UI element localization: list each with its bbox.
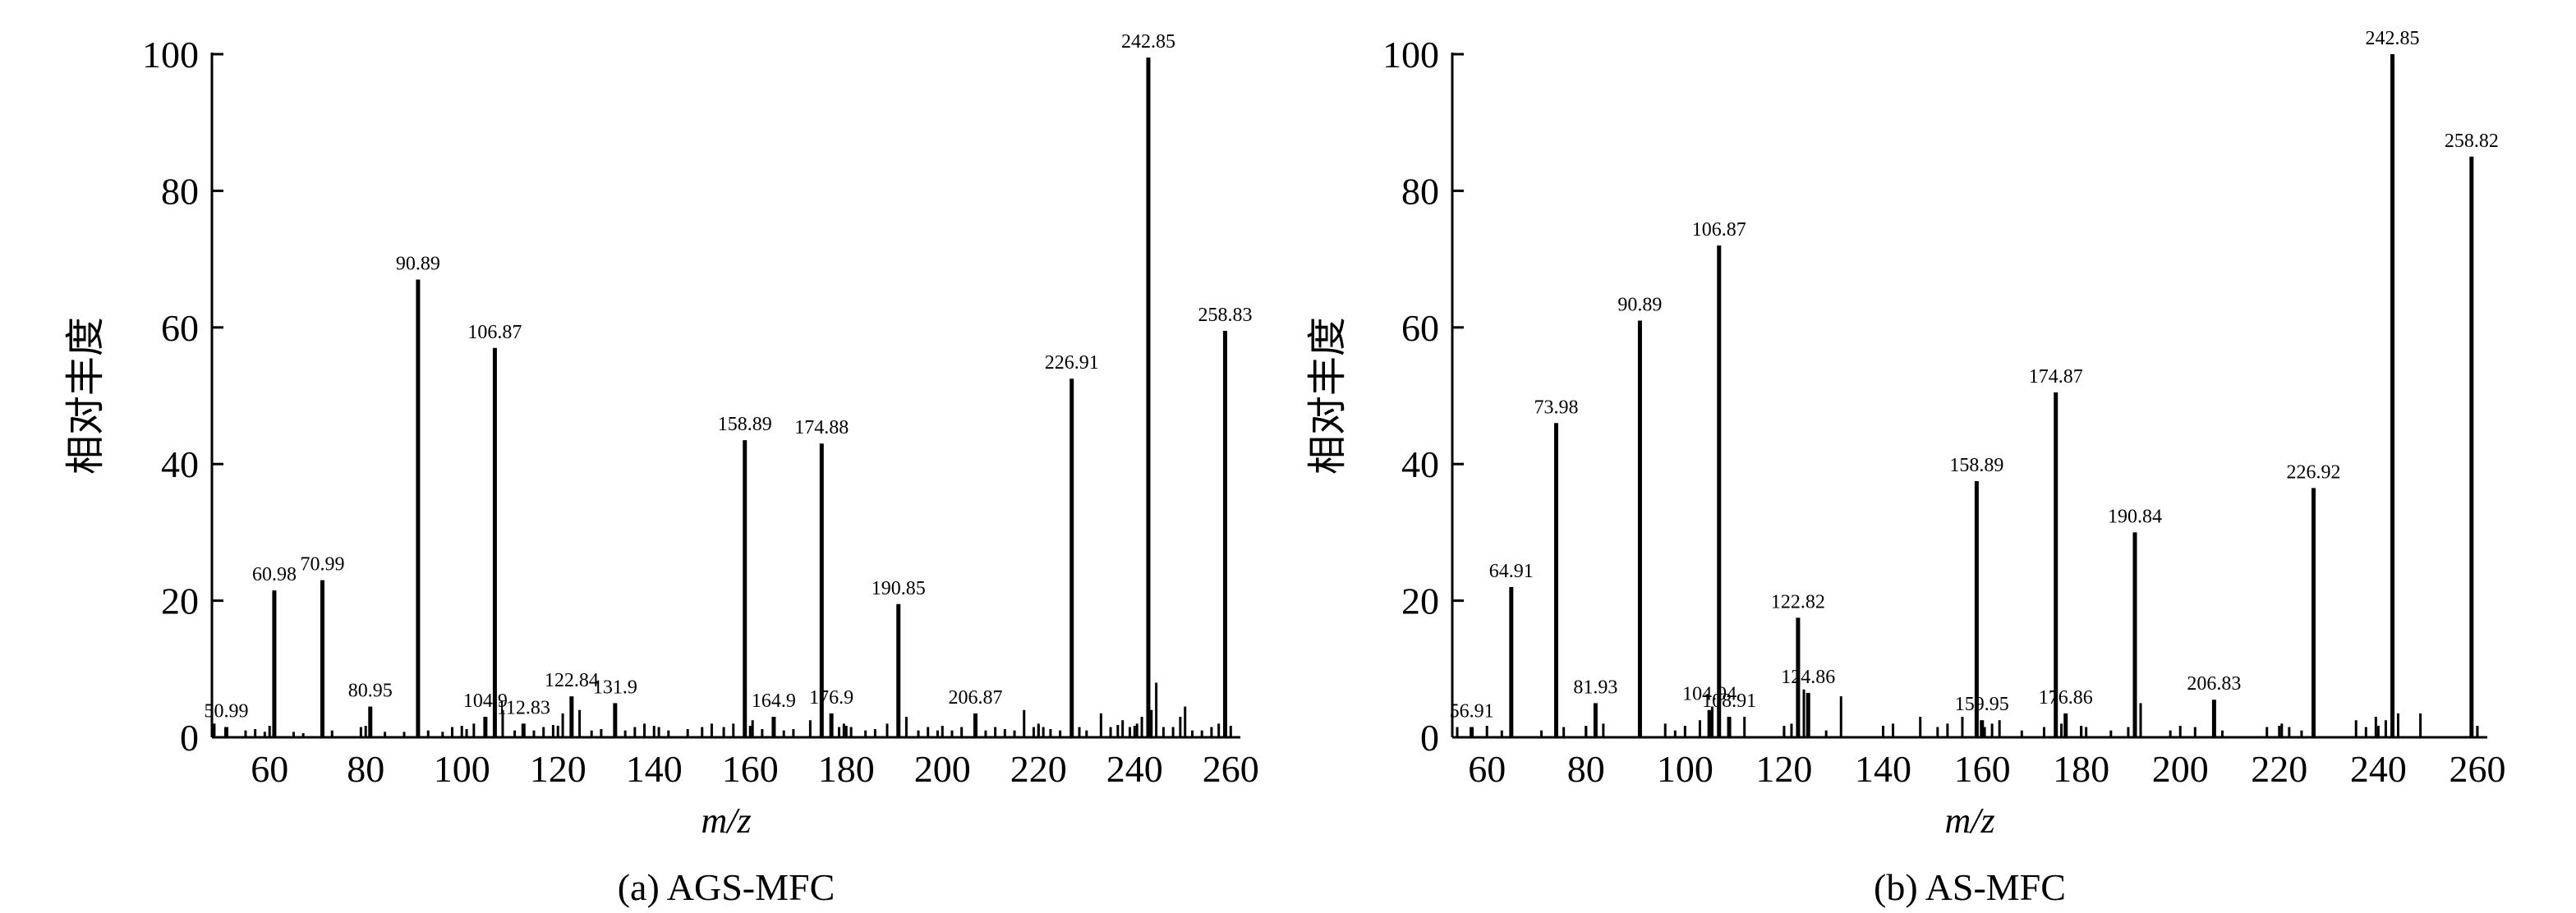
peak-label: 50.99 (204, 701, 248, 723)
peak-label: 60.98 (252, 564, 297, 585)
peak-label: 174.88 (794, 417, 849, 438)
peak-label: 176.86 (2039, 687, 2093, 709)
x-tick-label: 260 (2449, 748, 2505, 790)
x-tick-label: 80 (1567, 748, 1605, 790)
x-tick-label: 120 (530, 748, 586, 790)
x-tick-label: 220 (1010, 748, 1067, 790)
x-tick-label: 200 (2152, 748, 2209, 790)
x-tick-label: 60 (251, 748, 288, 790)
y-tick-label: 60 (1401, 307, 1439, 349)
panel-caption: (a) AGS-MFC (618, 866, 835, 908)
x-axis-label: m/z (701, 801, 751, 841)
peak-label: 104.94 (1682, 684, 1736, 705)
peak-label: 174.87 (2029, 366, 2083, 388)
peak-label: 106.87 (1692, 219, 1746, 241)
y-tick-label: 40 (161, 443, 199, 485)
x-tick-label: 240 (1106, 748, 1163, 790)
peak-label: 70.99 (301, 554, 345, 576)
peak-label: 104.9 (463, 690, 508, 712)
peak-label: 158.89 (718, 414, 772, 435)
peak-label: 81.93 (1573, 677, 1617, 698)
peak-label: 190.85 (872, 578, 926, 599)
x-tick-label: 200 (914, 748, 971, 790)
y-tick-label: 80 (161, 170, 199, 212)
x-tick-label: 260 (1203, 748, 1259, 790)
peak-label: 206.83 (2187, 673, 2241, 695)
y-tick-label: 100 (1382, 34, 1439, 76)
y-tick-label: 20 (161, 580, 199, 622)
peak-label: 56.91 (1450, 701, 1494, 723)
peak-label: 226.92 (2287, 461, 2341, 483)
x-tick-label: 140 (1855, 748, 1911, 790)
x-tick-label: 60 (1468, 748, 1506, 790)
peak-label: 124.86 (1781, 667, 1835, 688)
chart-panel-b: 0 20 40 60 80 100 60 80 100 120 140 160 180 200 220 240… (1306, 28, 2505, 908)
y-tick-label: 40 (1401, 443, 1439, 485)
peak-label: 90.89 (396, 254, 440, 275)
x-tick-label: 80 (347, 748, 384, 790)
y-tick-label: 0 (180, 717, 199, 759)
peak-label: 106.87 (467, 322, 522, 343)
peak-label: 258.83 (1198, 305, 1252, 326)
x-axis-label: m/z (1944, 801, 1994, 841)
x-tick-label: 180 (818, 748, 875, 790)
x-tick-label: 240 (2350, 748, 2407, 790)
y-tick-label: 20 (1401, 580, 1439, 622)
x-tick-label: 160 (722, 748, 779, 790)
peak-label: 159.95 (1955, 694, 2009, 715)
x-tick-label: 100 (1657, 748, 1714, 790)
peak-label: 108.91 (1702, 690, 1756, 712)
peak-label: 80.95 (348, 681, 393, 702)
y-axis-label: 相对丰度 (64, 317, 108, 475)
x-tick-label: 220 (2251, 748, 2307, 790)
y-tick-label: 80 (1401, 170, 1439, 212)
peak-label: 158.89 (1949, 455, 2003, 476)
y-tick-label: 0 (1420, 717, 1439, 759)
x-tick-label: 100 (434, 748, 490, 790)
panel-caption: (b) AS-MFC (1874, 866, 2066, 908)
peak-label: 131.9 (593, 677, 637, 698)
peak-label: 258.82 (2445, 131, 2499, 152)
peak-label: 242.85 (1121, 31, 1175, 53)
x-tick-label: 160 (1954, 748, 2011, 790)
peak-label: 73.98 (1534, 397, 1578, 418)
peak-label: 190.84 (2108, 506, 2162, 527)
chart-panel-a: 0 20 40 60 80 100 60 80 100 120 140 160 180 200 220 240… (64, 31, 1259, 908)
x-tick-label: 120 (1755, 748, 1812, 790)
peak-label: 242.85 (2366, 28, 2420, 49)
y-axis-label: 相对丰度 (1306, 317, 1350, 475)
peak-label: 122.82 (1771, 591, 1825, 612)
x-tick-label: 140 (626, 748, 683, 790)
y-tick-label: 60 (161, 307, 199, 349)
peak-label: 122.84 (545, 670, 599, 691)
peak-label: 226.91 (1045, 352, 1099, 374)
peak-label: 90.89 (1617, 294, 1662, 315)
peak-label: 112.83 (497, 697, 550, 718)
peak-label: 164.9 (752, 690, 796, 712)
peak-label: 206.87 (948, 687, 1002, 709)
x-tick-label: 180 (2053, 748, 2109, 790)
y-tick-label: 100 (142, 34, 199, 76)
peak-label: 176.9 (809, 687, 853, 709)
peak-label: 64.91 (1489, 561, 1534, 582)
